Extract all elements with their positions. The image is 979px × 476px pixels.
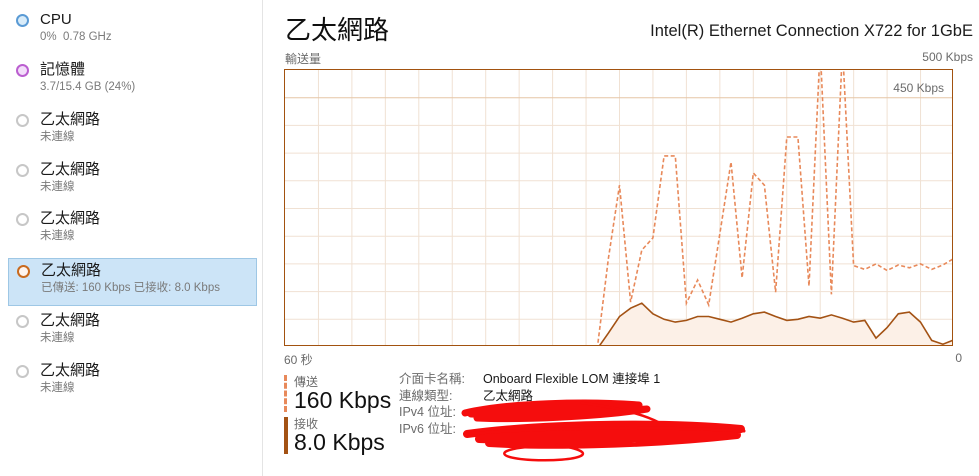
ethernet-ring-icon — [16, 213, 29, 226]
detail-label: IPv4 位址: — [399, 405, 456, 419]
sidebar-item-subtitle: 未連線 — [40, 332, 75, 344]
sidebar-item-subtitle: 0% 0.78 GHz — [40, 31, 112, 43]
y-axis-title: 輸送量 — [285, 52, 322, 66]
sidebar-item-subtitle: 未連線 — [40, 230, 75, 242]
sidebar-item-title: 乙太網路 — [40, 161, 101, 178]
ethernet-ring-icon — [16, 114, 29, 127]
sidebar-item-subtitle: 未連線 — [40, 382, 75, 394]
x-axis-left-label: 60 秒 — [284, 353, 313, 367]
ethernet-active-ring-icon — [17, 265, 30, 278]
sidebar-item-memory[interactable]: 記憶體 3.7/15.4 GB (24%) — [8, 58, 257, 106]
receive-legend-solid-line-icon — [284, 417, 288, 454]
receive-label: 接收 — [294, 417, 319, 431]
ethernet-ring-icon — [16, 315, 29, 328]
sidebar-item-subtitle: 3.7/15.4 GB (24%) — [40, 81, 136, 93]
send-value: 160 Kbps — [294, 387, 392, 413]
inner-gridline-label: 450 Kbps — [893, 81, 944, 95]
sidebar-item-ethernet-4-selected[interactable]: 乙太網路 已傳送: 160 Kbps 已接收: 8.0 Kbps — [8, 258, 257, 306]
adapter-name: Intel(R) Ethernet Connection X722 for 1G… — [650, 22, 973, 40]
ethernet-ring-icon — [16, 365, 29, 378]
detail-value: Onboard Flexible LOM 連接埠 1 — [483, 372, 661, 386]
x-axis-right-label: 0 — [955, 351, 962, 365]
connection-details: 介面卡名稱: Onboard Flexible LOM 連接埠 1 連線類型: … — [399, 371, 660, 437]
sidebar-item-title: 乙太網路 — [41, 262, 102, 279]
memory-usage-ring-icon — [16, 64, 29, 77]
detail-row-connection-type: 連線類型: 乙太網路 — [399, 388, 660, 405]
sidebar-item-title: 乙太網路 — [40, 210, 101, 227]
sidebar-item-ethernet-3[interactable]: 乙太網路 未連線 — [8, 207, 257, 255]
sidebar-item-title: 乙太網路 — [40, 312, 101, 329]
sidebar-item-ethernet-6[interactable]: 乙太網路 未連線 — [8, 359, 257, 407]
detail-label: IPv6 位址: — [399, 421, 456, 436]
sidebar-item-title: 乙太網路 — [40, 362, 101, 379]
detail-value: 乙太網路 — [483, 388, 534, 403]
send-legend-dashed-line-icon — [284, 375, 287, 412]
send-label: 傳送 — [294, 375, 319, 389]
sidebar-item-title: 乙太網路 — [40, 111, 101, 128]
page-title: 乙太網路 — [285, 15, 390, 45]
sidebar-item-title: CPU — [40, 11, 72, 28]
detail-row-adapter-name: 介面卡名稱: Onboard Flexible LOM 連接埠 1 — [399, 371, 660, 388]
sidebar-item-subtitle: 未連線 — [40, 181, 75, 193]
detail-row-ipv6: IPv6 位址: — [399, 421, 660, 438]
detail-row-ipv4: IPv4 位址: — [399, 404, 660, 421]
detail-label: 連線類型: — [399, 388, 453, 403]
y-axis-max-label: 500 Kbps — [922, 50, 973, 64]
sidebar-item-subtitle: 已傳送: 160 Kbps 已接收: 8.0 Kbps — [41, 282, 220, 294]
sidebar-item-ethernet-5[interactable]: 乙太網路 未連線 — [8, 309, 257, 357]
throughput-chart[interactable]: 450 Kbps — [284, 69, 953, 346]
sidebar-item-ethernet-2[interactable]: 乙太網路 未連線 — [8, 158, 257, 206]
performance-sidebar: CPU 0% 0.78 GHz 記憶體 3.7/15.4 GB (24%) 乙太… — [0, 0, 263, 476]
cpu-usage-ring-icon — [16, 14, 29, 27]
throughput-chart-canvas — [285, 70, 952, 345]
detail-label: 介面卡名稱: — [399, 372, 465, 386]
sidebar-item-cpu[interactable]: CPU 0% 0.78 GHz — [8, 8, 257, 56]
sidebar-item-title: 記憶體 — [40, 61, 86, 78]
sidebar-item-subtitle: 未連線 — [40, 131, 75, 143]
sidebar-item-ethernet-1[interactable]: 乙太網路 未連線 — [8, 108, 257, 156]
ethernet-ring-icon — [16, 164, 29, 177]
receive-value: 8.0 Kbps — [294, 429, 385, 455]
